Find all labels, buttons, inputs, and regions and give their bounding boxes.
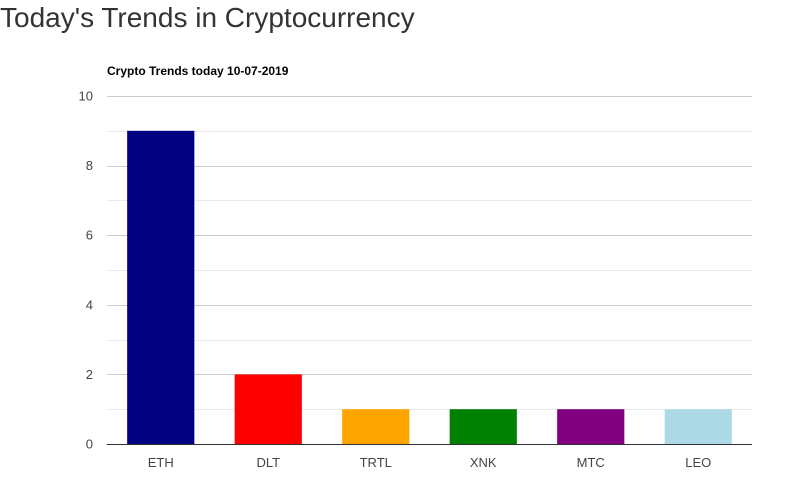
x-tick-label: LEO [685, 455, 711, 470]
y-tick-label: 0 [86, 437, 93, 452]
y-tick-label: 2 [86, 367, 93, 382]
x-tick-label: MTC [577, 455, 605, 470]
page-heading: Today's Trends in Cryptocurrency [0, 2, 415, 33]
y-axis-ticks: 0 2 4 6 8 10 [79, 89, 93, 452]
bar-leo[interactable] [664, 409, 732, 444]
y-tick-label: 10 [79, 89, 93, 104]
gridlines [107, 96, 752, 410]
bar-eth[interactable] [127, 130, 195, 445]
x-tick-label: XNK [470, 455, 497, 470]
y-tick-label: 4 [86, 297, 93, 312]
bar-mtc[interactable] [557, 409, 625, 444]
chart-title: Crypto Trends today 10-07-2019 [107, 64, 289, 78]
x-tick-label: DLT [256, 455, 280, 470]
x-axis-ticks: ETH DLT TRTL XNK MTC LEO [148, 455, 712, 470]
bars [127, 130, 732, 445]
bar-trtl[interactable] [342, 409, 410, 444]
x-tick-label: ETH [148, 455, 174, 470]
bar-dlt[interactable] [234, 374, 302, 444]
y-tick-label: 6 [86, 228, 93, 243]
x-tick-label: TRTL [360, 455, 392, 470]
y-tick-label: 8 [86, 158, 93, 173]
bar-xnk[interactable] [449, 409, 517, 444]
